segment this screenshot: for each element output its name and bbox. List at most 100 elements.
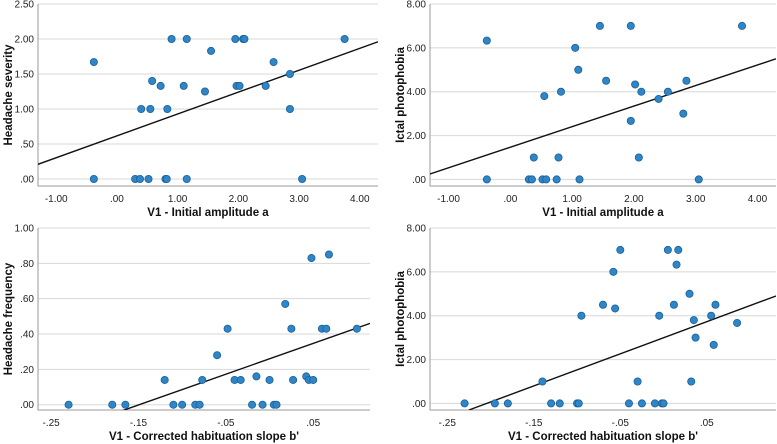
data-point: [324, 250, 333, 259]
data-point: [540, 92, 549, 101]
x-axis-label: V1 - Initial amplitude a: [147, 207, 269, 219]
data-point: [272, 400, 281, 409]
x-tick-label: 4.00: [748, 194, 768, 205]
data-point: [556, 87, 565, 96]
data-point: [322, 324, 331, 333]
data-point: [733, 318, 742, 327]
data-point: [555, 399, 564, 408]
data-point: [631, 80, 640, 89]
data-point: [542, 175, 551, 184]
data-point: [287, 324, 296, 333]
data-point: [654, 94, 663, 103]
data-point: [709, 340, 718, 349]
data-point: [340, 35, 349, 44]
y-tick-label: .50: [20, 140, 34, 151]
x-tick-label: -1.00: [45, 194, 68, 205]
data-point: [707, 311, 716, 320]
data-point: [503, 399, 512, 408]
y-tick-label: .00: [20, 400, 34, 411]
y-tick-label: 6.00: [407, 43, 427, 54]
x-tick-label: 2.00: [229, 194, 249, 205]
data-point: [146, 105, 155, 114]
data-point: [679, 109, 688, 118]
data-point: [655, 311, 664, 320]
data-point: [169, 400, 178, 409]
x-tick-label: .05: [306, 418, 320, 429]
data-point: [89, 58, 98, 67]
x-tick-label: -.15: [130, 418, 148, 429]
y-tick-label: .80: [20, 259, 34, 270]
data-point: [669, 300, 678, 309]
data-point: [231, 35, 240, 44]
data-point: [289, 375, 298, 384]
chart-panel-1: .00 .50 1.00 1.50 2.00 2.50 -1.00 .00 1.00 2.00 3.…: [3, 0, 378, 219]
data-point: [574, 399, 583, 408]
data-point: [269, 58, 278, 67]
y-tick-label: 1.50: [15, 70, 35, 81]
data-point: [252, 372, 261, 381]
data-point: [682, 76, 691, 85]
data-point: [694, 175, 703, 184]
x-tick-label: -.25: [42, 418, 60, 429]
data-point: [529, 153, 538, 162]
data-point: [135, 174, 144, 183]
x-axis-label: V1 - Initial amplitude a: [542, 207, 664, 219]
y-tick-label: .60: [20, 294, 34, 305]
data-point: [490, 399, 499, 408]
data-point: [207, 46, 216, 55]
x-tick-label: -.05: [217, 418, 235, 429]
data-point: [261, 81, 270, 90]
data-point: [235, 81, 244, 90]
data-point: [285, 70, 294, 79]
data-point: [460, 399, 469, 408]
fit-line: [430, 58, 776, 175]
x-tick-label: 2.00: [624, 194, 644, 205]
fit-line: [468, 295, 776, 410]
data-point: [223, 324, 232, 333]
data-point: [482, 175, 491, 184]
data-point: [538, 377, 547, 386]
data-point: [571, 43, 580, 52]
data-point: [352, 324, 361, 333]
data-point: [547, 399, 556, 408]
data-point: [265, 375, 274, 384]
data-point: [685, 289, 694, 298]
data-point: [108, 400, 117, 409]
y-tick-label: .40: [20, 330, 34, 341]
data-point: [167, 35, 176, 44]
data-point: [137, 105, 146, 114]
chart-panel-2: .00 2.00 4.00 6.00 8.00 -1.00 .00 1.00 2.00 3.00 4…: [395, 0, 776, 219]
data-point: [89, 174, 98, 183]
data-point: [248, 400, 257, 409]
data-point: [236, 375, 245, 384]
data-point: [160, 375, 169, 384]
data-point: [182, 35, 191, 44]
data-point: [626, 116, 635, 125]
data-point: [674, 245, 683, 254]
data-point: [162, 174, 171, 183]
axis-frame: [37, 228, 370, 411]
x-tick-label: 4.00: [350, 194, 370, 205]
data-point: [687, 377, 696, 386]
x-axis-label: V1 - Corrected habituation slope b': [508, 431, 698, 443]
data-point: [595, 21, 604, 30]
data-point: [575, 175, 584, 184]
data-point: [182, 174, 191, 183]
fit-line: [38, 41, 378, 165]
data-point: [738, 21, 747, 30]
y-tick-label: .00: [20, 175, 34, 186]
y-axis-label: Ictal photophobia: [395, 270, 407, 366]
y-tick-label: 6.00: [407, 267, 427, 278]
x-tick-label: 1.00: [562, 194, 582, 205]
data-point: [609, 267, 618, 276]
y-tick-label: 2.00: [407, 355, 427, 366]
data-point: [156, 81, 165, 90]
data-point: [650, 399, 659, 408]
y-tick-label: 4.00: [407, 311, 427, 322]
data-point: [179, 81, 188, 90]
y-tick-label: 1.00: [15, 224, 35, 235]
data-point: [602, 76, 611, 85]
x-tick-label: 3.00: [686, 194, 706, 205]
data-point: [198, 375, 207, 384]
y-axis-label: Ictal photophobia: [395, 46, 407, 142]
